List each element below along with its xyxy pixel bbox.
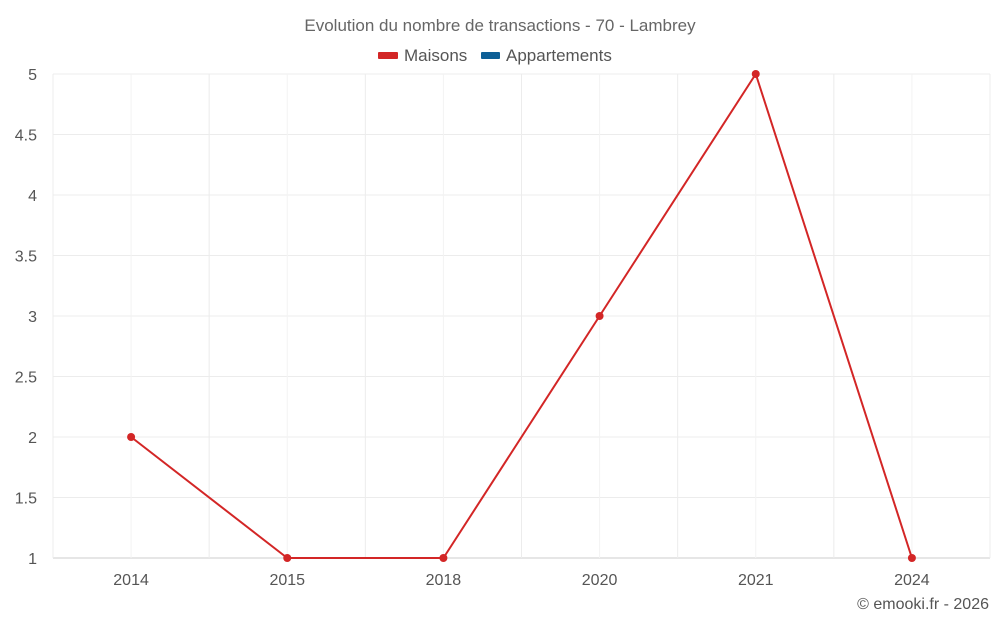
y-tick-label: 2 (28, 430, 37, 447)
axis-layer: 1 1.5 2 2.5 3 3.5 4 4.5 5 2014 2015 2018 2020 2021 202… (15, 67, 930, 589)
legend-label-appartements: Appartements (506, 46, 612, 65)
x-tick-label: 2021 (738, 572, 774, 589)
y-tick-label: 4 (28, 188, 37, 205)
legend: Maisons Appartements (378, 46, 612, 65)
y-tick-label: 1.5 (15, 491, 37, 508)
x-tick-label: 2014 (113, 572, 149, 589)
x-tick-label: 2015 (269, 572, 305, 589)
data-point[interactable] (751, 70, 760, 78)
y-tick-label: 3 (28, 309, 37, 326)
data-point[interactable] (439, 554, 448, 562)
series-line-maisons (130, 73, 913, 559)
legend-item-maisons[interactable]: Maisons (378, 46, 467, 65)
legend-swatch-appartements (481, 52, 500, 59)
x-tick-label: 2020 (582, 572, 618, 589)
y-tick-label: 5 (28, 67, 37, 84)
legend-swatch-maisons (378, 52, 398, 59)
grid-layer (52, 73, 991, 559)
legend-label-maisons: Maisons (404, 46, 467, 65)
y-tick-label: 2.5 (15, 370, 37, 387)
credit-text: © emooki.fr - 2026 (857, 596, 989, 613)
y-tick-label: 1 (28, 551, 37, 568)
x-tick-label: 2024 (894, 572, 930, 589)
y-tick-label: 4.5 (15, 128, 37, 145)
y-tick-label: 3.5 (15, 249, 37, 266)
legend-item-appartements[interactable]: Appartements (481, 46, 612, 65)
data-point[interactable] (283, 554, 292, 562)
data-point[interactable] (595, 312, 604, 320)
data-point[interactable] (127, 433, 136, 441)
x-tick-label: 2018 (426, 572, 462, 589)
series-layer (127, 70, 916, 562)
data-point[interactable] (907, 554, 916, 562)
chart-title: Evolution du nombre de transactions - 70… (304, 16, 696, 35)
